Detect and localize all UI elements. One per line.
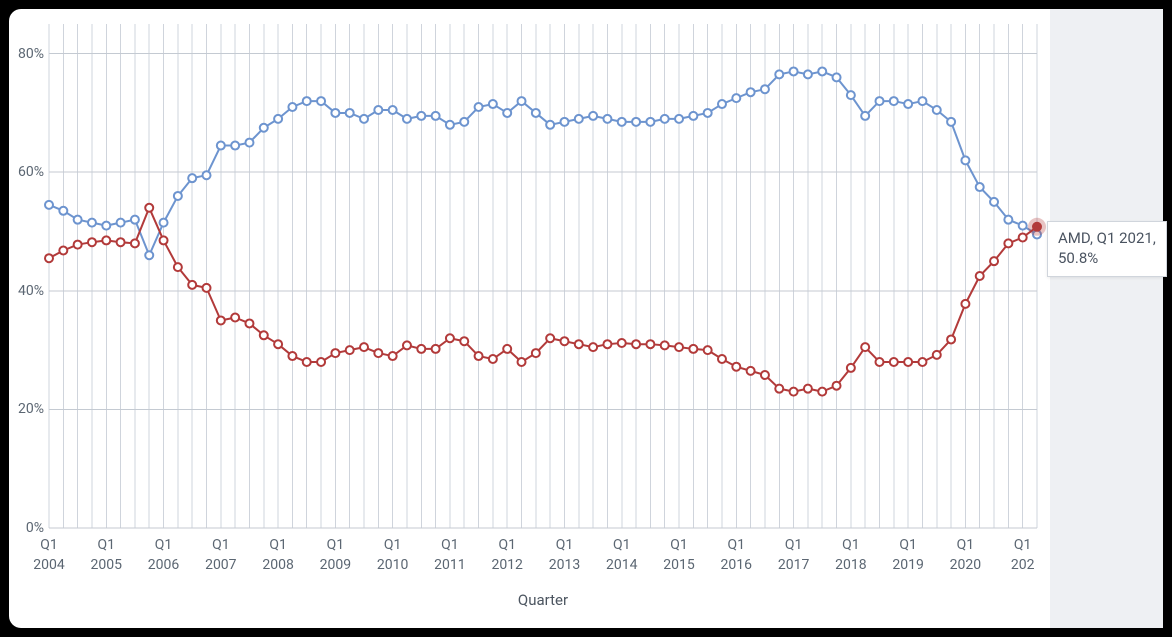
series-line[interactable] [49,208,1037,392]
y-axis-label: 80% [18,46,44,62]
x-axis-label-quarter: Q1 [728,537,746,553]
y-axis-label: 0% [26,520,44,536]
x-axis-label-year: 2013 [549,557,580,573]
tooltip-line-1: AMD, Q1 2021, [1058,228,1156,248]
series-markers[interactable] [45,204,1041,396]
x-axis-label-quarter: Q1 [1014,537,1032,553]
x-axis-label-quarter: Q1 [556,537,574,553]
x-axis-label-quarter: Q1 [269,537,287,553]
tooltip: AMD, Q1 2021,50.8% [1047,221,1167,278]
x-axis-label-quarter: Q1 [40,537,58,553]
x-axis-label-year: 2020 [950,557,981,573]
x-axis-label-quarter: Q1 [670,537,688,553]
tooltip-line-2: 50.8% [1058,248,1156,268]
x-axis-label-year: 2007 [205,557,236,573]
x-axis-label-quarter: Q1 [212,537,230,553]
x-axis-label-year: 2019 [892,557,923,573]
x-axis-label-year: 2014 [606,557,637,573]
y-axis-label: 60% [18,164,44,180]
x-axis-label-quarter: Q1 [957,537,975,553]
x-axis-label-year: 2017 [778,557,809,573]
x-axis-label-year: 2008 [262,557,293,573]
x-axis-label-quarter: Q1 [155,537,173,553]
x-axis-label-year: 2012 [491,557,522,573]
x-axis-label-quarter: Q1 [384,537,402,553]
chart-frame: 0% 20% 40% 60% 80% Q1 2004 Q1 2005 Q1 2006 Q1 2007 Q1… [9,9,1163,628]
x-axis-label-year: 2009 [320,557,351,573]
x-axis-label-year: 202 [1011,557,1035,573]
x-axis-label-quarter: Q1 [327,537,345,553]
line-chart[interactable] [9,9,1050,628]
series-markers[interactable] [45,67,1041,259]
x-axis-label-quarter: Q1 [842,537,860,553]
x-axis-label-year: 2011 [434,557,465,573]
x-axis-label-quarter: Q1 [441,537,459,553]
x-axis-label-year: 2015 [663,557,694,573]
x-axis-label-year: 2006 [148,557,179,573]
x-axis-label-year: 2005 [91,557,122,573]
right-margin-pad [1050,9,1163,628]
y-axis-label: 20% [18,401,44,417]
x-axis-label-year: 2004 [33,557,64,573]
x-axis-label-year: 2018 [835,557,866,573]
x-axis-label-quarter: Q1 [613,537,631,553]
x-axis-label-year: 2016 [721,557,752,573]
x-axis-label-quarter: Q1 [498,537,516,553]
y-axis-label: 40% [18,283,44,299]
x-axis-title: Quarter [518,591,568,609]
x-axis-label-quarter: Q1 [785,537,803,553]
series-line[interactable] [49,71,1037,255]
plot-container: 0% 20% 40% 60% 80% Q1 2004 Q1 2005 Q1 2006 Q1 2007 Q1… [9,9,1050,628]
x-axis-label-quarter: Q1 [899,537,917,553]
x-axis-label-quarter: Q1 [98,537,116,553]
x-axis-label-year: 2010 [377,557,408,573]
